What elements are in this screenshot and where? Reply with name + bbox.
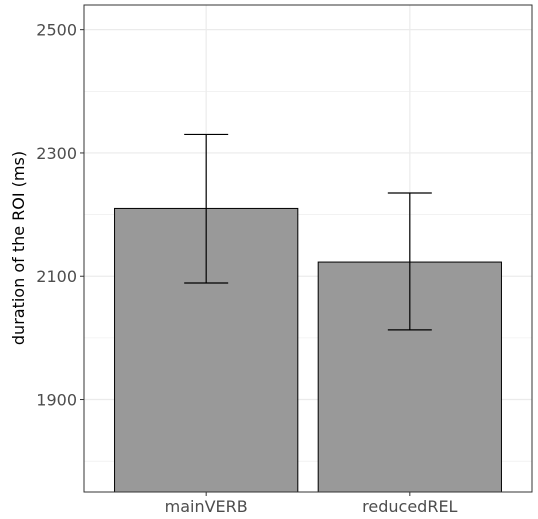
y-axis-title: duration of the ROI (ms)	[9, 151, 28, 345]
x-axis-ticks: mainVERB reducedREL	[165, 492, 458, 516]
y-axis-ticks: 1900 2100 2300 2500	[36, 21, 84, 410]
panel-border	[83, 4, 533, 493]
bars	[114, 207, 502, 493]
error-bars	[184, 133, 432, 331]
y-tick-label: 2500	[36, 21, 77, 40]
x-tick-label: reducedREL	[362, 497, 457, 516]
y-tick-label: 2300	[36, 144, 77, 163]
y-tick-label: 2100	[36, 267, 77, 286]
x-tick-label: mainVERB	[165, 497, 248, 516]
y-tick-label: 1900	[36, 391, 77, 410]
